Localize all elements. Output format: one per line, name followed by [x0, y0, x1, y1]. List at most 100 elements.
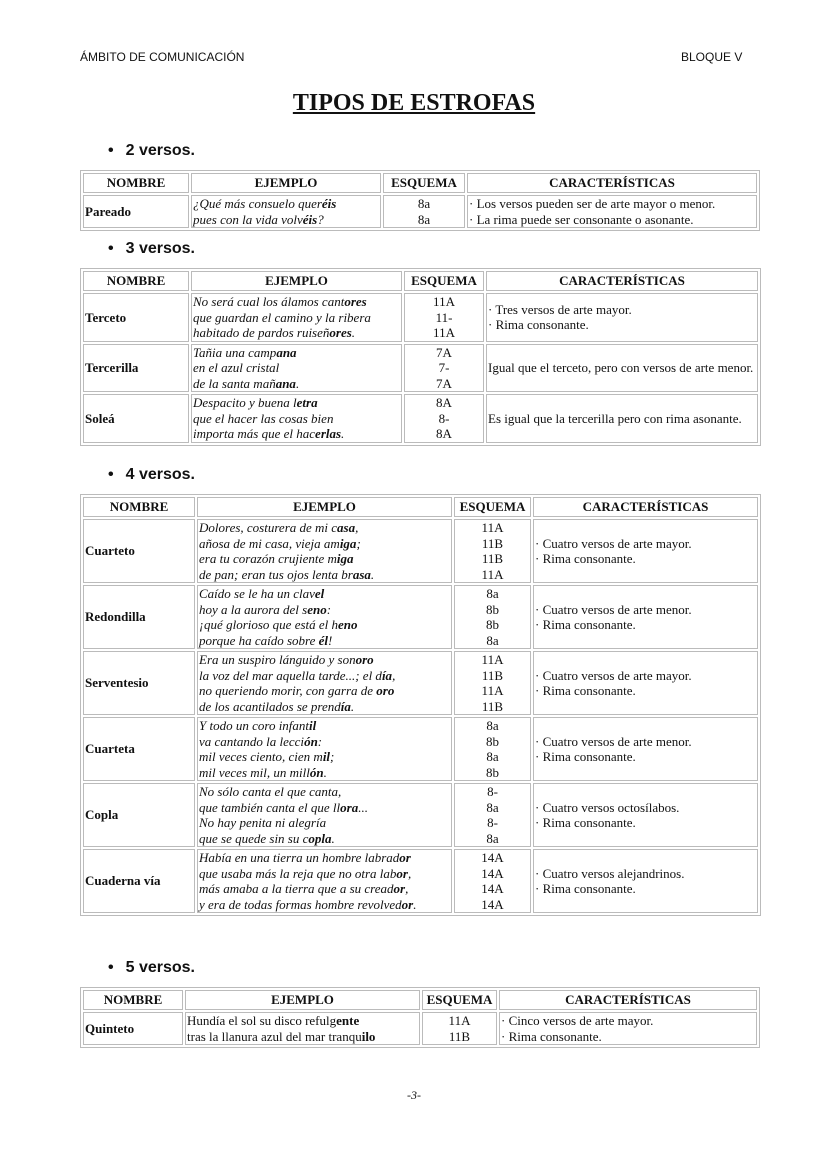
verse-rhyme: eno: [307, 601, 327, 617]
verse-pre: Había en una tierra un hombre labrad: [199, 850, 400, 865]
verse-pre: Era un suspiro lánguido y son: [199, 652, 356, 667]
verse-post: ...: [358, 799, 368, 815]
verse-pre: ¡qué glorioso que está el h: [199, 617, 339, 632]
verse-rhyme: opla: [308, 830, 332, 846]
verse-rhyme: el: [314, 586, 325, 601]
verse-line: más amaba a la tierra que a su creador,: [199, 881, 450, 897]
page-number: -3-: [407, 1088, 421, 1102]
scheme-line: 8-: [487, 815, 498, 830]
table-row: Cuarteta Y todo un coro infantil va cantan…: [83, 717, 758, 781]
column-header-esquema: ESQUEMA: [422, 990, 497, 1010]
verse-line: hoy a la aurora del seno:: [199, 602, 450, 618]
verse-pre: Despacito y buena l: [193, 395, 297, 410]
verse-post: ;: [356, 535, 361, 551]
verse-rhyme: erlas: [315, 426, 342, 441]
verse-line: en el azul cristal: [193, 360, 400, 376]
strophe-name: Tercerilla: [83, 343, 189, 392]
characteristic-item: · Cinco versos de arte mayor.: [501, 1013, 654, 1028]
metric-scheme: 11A 11B: [422, 1012, 497, 1045]
verse-pre: que también canta el que ll: [199, 799, 341, 815]
verse-rhyme: asa: [352, 566, 371, 582]
scheme-line: 11B: [448, 1028, 471, 1044]
example-verses: Caído se le ha un clavel hoy a la aurora …: [197, 585, 452, 649]
table-row: Serventesio Era un suspiro lánguido y son…: [83, 651, 758, 715]
metric-scheme: 11A 11B 11A 11B: [454, 651, 531, 715]
verse-pre: que usaba más la reja que no otra lab: [199, 865, 397, 881]
characteristics: · Cuatro versos de arte mayor. · Rima con…: [533, 519, 758, 583]
scheme-line: 8a: [486, 830, 499, 846]
verse-line: que guardan el camino y la ribera: [193, 310, 400, 326]
characteristics: Es igual que la tercerilla pero con rima…: [486, 394, 758, 443]
verse-line: habitado de pardos ruiseñores.: [193, 325, 400, 341]
strophe-name: Copla: [83, 783, 195, 847]
characteristic-item: · Cuatro versos alejandrinos.: [535, 865, 685, 881]
verse-line: ¿Qué más consuelo queréis: [193, 196, 379, 212]
scheme-line: 8b: [486, 764, 499, 780]
verse-post: ,: [407, 865, 412, 881]
page-title: TIPOS DE ESTROFAS: [292, 90, 536, 116]
verse-pre: que guardan el camino y la ribera: [193, 309, 371, 325]
verse-line: tras la llanura azul del mar tranquilo: [187, 1029, 418, 1045]
verse-line: va cantando la lección:: [199, 734, 450, 750]
verse-rhyme: iga: [339, 535, 357, 551]
characteristic-item: Igual que el terceto, pero con versos de…: [488, 360, 754, 375]
verse-pre: Y todo un coro infant: [199, 718, 310, 733]
example-verses: Hundía el sol su disco refulgente tras la…: [185, 1012, 420, 1045]
characteristic-item: · Rima consonante.: [535, 881, 636, 896]
column-header-nombre: NOMBRE: [83, 990, 183, 1010]
metric-scheme: 14A 14A 14A 14A: [454, 849, 531, 913]
verse-line: Despacito y buena letra: [193, 395, 400, 411]
characteristics: · Cuatro versos alejandrinos. · Rima cons…: [533, 849, 758, 913]
example-verses: ¿Qué más consuelo queréis pues con la vid…: [191, 195, 381, 228]
scheme-line: 11B: [481, 698, 504, 714]
verse-line: Y todo un coro infantil: [199, 718, 450, 734]
verse-pre: que se quede sin su c: [199, 830, 309, 846]
verse-line: que también canta el que llora...: [199, 800, 450, 816]
verse-pre: pues con la vida volv: [193, 211, 303, 227]
verse-pre: Hundía el sol su disco refulg: [187, 1013, 337, 1028]
scheme-line: 11A: [481, 652, 504, 667]
verse-rhyme: ón: [304, 733, 318, 749]
characteristic-item: · Cuatro versos octosílabos.: [535, 799, 680, 815]
example-verses: Había en una tierra un hombre labrad or qu…: [197, 849, 452, 913]
verse-line: pues con la vida volvéis?: [193, 212, 379, 228]
verse-line: Tañia una campana: [193, 345, 400, 361]
verse-pre: de los acantilados se prend: [199, 698, 341, 714]
verse-rhyme: éis: [321, 196, 337, 211]
section-heading-text: 2 versos.: [125, 142, 195, 159]
characteristics: · Cuatro versos octosílabos. · Rima conso…: [533, 783, 758, 847]
verse-pre: No hay penita ni alegría: [199, 815, 327, 830]
verse-rhyme: él: [318, 632, 329, 648]
verse-rhyme: ora: [340, 799, 359, 815]
column-header-caracteristicas: CARACTERÍSTICAS: [533, 497, 758, 517]
verse-line: de los acantilados se prendía.: [199, 699, 450, 715]
table-row: Cuaderna vía Había en una tierra un hombr…: [83, 849, 758, 913]
scheme-line: 11B: [481, 551, 504, 566]
characteristic-item: · Rima consonante.: [535, 617, 636, 632]
scheme-line: 11A: [433, 294, 455, 309]
column-header-nombre: NOMBRE: [83, 271, 189, 291]
verse-rhyme: il: [322, 749, 331, 764]
bullet-icon: •: [108, 142, 114, 159]
verse-post: ,: [405, 881, 409, 896]
verse-rhyme: or: [393, 881, 406, 896]
strophe-name: Soleá: [83, 394, 189, 443]
bullet-icon: •: [108, 959, 114, 976]
scheme-line: 11A: [481, 566, 504, 582]
table-row: Cuarteto Dolores, costurera de mi casa, añ…: [83, 519, 758, 583]
characteristic-item: · Cuatro versos de arte menor.: [535, 733, 692, 749]
table-row: Tercerilla Tañia una campana en el azul cr…: [83, 343, 758, 392]
verse-post: ,: [355, 520, 359, 535]
characteristics: · Cuatro versos de arte menor. · Rima con…: [533, 585, 758, 649]
scheme-line: 11A: [481, 520, 504, 535]
verse-rhyme: ía: [381, 667, 393, 683]
verse-pre: ¿Qué más consuelo quer: [193, 196, 322, 211]
verse-pre: añosa de mi casa, vieja am: [199, 535, 340, 551]
verse-rhyme: asa: [337, 520, 356, 535]
column-header-ejemplo: EJEMPLO: [191, 173, 381, 193]
column-header-esquema: ESQUEMA: [404, 271, 484, 291]
verse-rhyme: iga: [336, 551, 354, 566]
characteristic-item: · La rima puede ser consonante o asonant…: [469, 211, 694, 227]
column-header-nombre: NOMBRE: [83, 173, 189, 193]
verse-line: que usaba más la reja que no otra labor,: [199, 866, 450, 882]
